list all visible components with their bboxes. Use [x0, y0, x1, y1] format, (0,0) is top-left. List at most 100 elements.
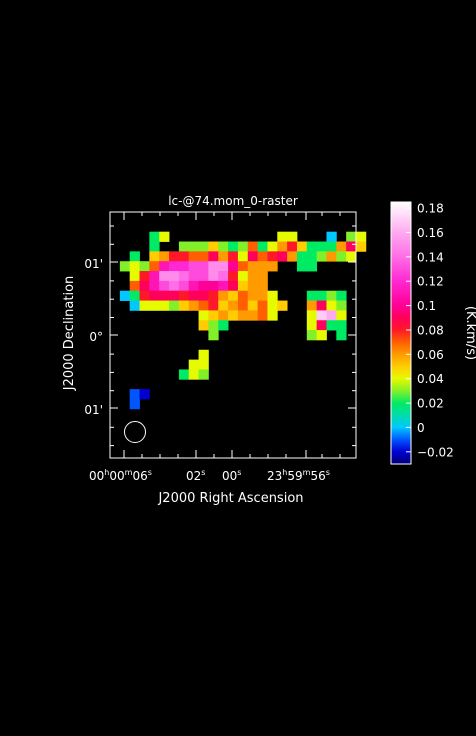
heatmap-pixel [336, 310, 347, 321]
heatmap-pixel [178, 261, 190, 272]
x-tick-3-s-unit: s [237, 468, 241, 477]
heatmap-pixel [198, 320, 209, 331]
colorbar-segment [391, 318, 411, 320]
heatmap-pixel [218, 300, 229, 311]
colorbar-segment [391, 264, 411, 266]
colorbar-segment [391, 218, 411, 220]
colorbar-segment [391, 204, 411, 206]
colorbar-segment [391, 237, 411, 239]
colorbar-segment [391, 338, 411, 340]
colorbar-segment [391, 308, 411, 310]
colorbar-segment [391, 306, 411, 308]
heatmap-pixel [198, 241, 209, 252]
heatmap-pixel [198, 271, 209, 282]
colorbar-segment [391, 229, 411, 231]
colorbar-segment [391, 230, 411, 232]
heatmap-pixel [129, 290, 140, 301]
heatmap-pixel [169, 300, 180, 311]
heatmap-pixel [237, 241, 249, 252]
colorbar-segment [391, 312, 411, 314]
colorbar-segment [391, 379, 411, 381]
colorbar-segment [391, 419, 411, 421]
colorbar-segment [391, 363, 411, 365]
colorbar-segment [391, 278, 411, 280]
heatmap-pixel [218, 241, 229, 252]
heatmap-pixel [306, 241, 318, 252]
heatmap-pixel [247, 251, 258, 262]
colorbar-segment [391, 242, 411, 244]
heatmap-pixel [257, 261, 268, 272]
colorbar-tick-labels: 0.18 0.16 0.14 0.12 0.1 0.08 0.06 0.04 0.02 0 −0.0… [406, 202, 454, 459]
heatmap-pixel [198, 300, 209, 311]
heatmap-pixel [149, 251, 160, 262]
heatmap-pixel [149, 290, 160, 301]
colorbar-segment [391, 373, 411, 375]
colorbar-segment [391, 395, 411, 397]
heatmap-pixel [208, 310, 219, 321]
colorbar-segment [391, 281, 411, 283]
colorbar-segment [391, 423, 411, 425]
heatmap-pixel [277, 241, 288, 252]
heatmap-pixel [129, 251, 140, 262]
colorbar-segment [391, 432, 411, 434]
colorbar-segment [391, 326, 411, 328]
colorbar-segment [391, 405, 411, 407]
colorbar-segment [391, 210, 411, 212]
heatmap-pixel [237, 290, 249, 301]
colorbar-segment [391, 310, 411, 312]
heatmap-pixel [267, 241, 278, 252]
heatmap-pixel [237, 280, 249, 292]
colorbar-segment [391, 388, 411, 390]
colorbar-segment [391, 244, 411, 246]
colorbar-tick-label: 0.02 [417, 397, 444, 411]
colorbar-segment [391, 365, 411, 367]
heatmap-pixel [247, 290, 258, 301]
heatmap-pixel [237, 300, 249, 311]
colorbar-tick-label: 0.04 [417, 372, 444, 386]
colorbar-segment [391, 349, 411, 351]
x-tick-4-seconds: 56 [310, 469, 325, 483]
colorbar-segment [391, 351, 411, 353]
colorbar-segment [391, 259, 411, 261]
colorbar-segment [391, 357, 411, 359]
colorbar-segment [391, 387, 411, 389]
colorbar-segment [391, 267, 411, 269]
y-axis-label: J2000 Declination [62, 276, 77, 392]
colorbar-segment [391, 392, 411, 394]
heatmap-pixel [336, 330, 347, 341]
x-tick-1-hours: 00 [89, 469, 104, 483]
colorbar-segment [391, 301, 411, 303]
colorbar-segment [391, 424, 411, 426]
colorbar-segment [391, 288, 411, 290]
colorbar-segment [391, 273, 411, 275]
colorbar-segment [391, 270, 411, 272]
colorbar-segment [391, 454, 411, 456]
heatmap-pixel [119, 290, 131, 301]
y-tick-label-bottom: 01' [84, 403, 103, 417]
colorbar-segment [391, 226, 411, 228]
heatmap-pixel [198, 261, 209, 272]
heatmap-pixel [149, 280, 160, 292]
colorbar-segment [391, 249, 411, 251]
colorbar-segment [391, 374, 411, 376]
x-tick-1-seconds: 06 [132, 469, 147, 483]
colorbar-segment [391, 319, 411, 321]
colorbar-segment [391, 372, 411, 374]
colorbar-segment [391, 393, 411, 395]
colorbar-segment [391, 256, 411, 258]
colorbar-tick-label: 0.06 [417, 348, 444, 362]
heatmap-pixel [159, 271, 170, 282]
heatmap-pixel [346, 251, 357, 262]
colorbar-segment [391, 279, 411, 281]
colorbar-segment [391, 272, 411, 274]
colorbar-segment [391, 300, 411, 302]
colorbar-segment [391, 302, 411, 304]
heatmap-pixel [316, 310, 327, 321]
colorbar-segment [391, 446, 411, 448]
colorbar-segment [391, 369, 411, 371]
heatmap-pixel [198, 349, 209, 360]
colorbar-segment [391, 255, 411, 257]
x-tick-1-h-unit: h [104, 468, 109, 477]
colorbar-segment [391, 227, 411, 229]
colorbar-segment [391, 283, 411, 285]
